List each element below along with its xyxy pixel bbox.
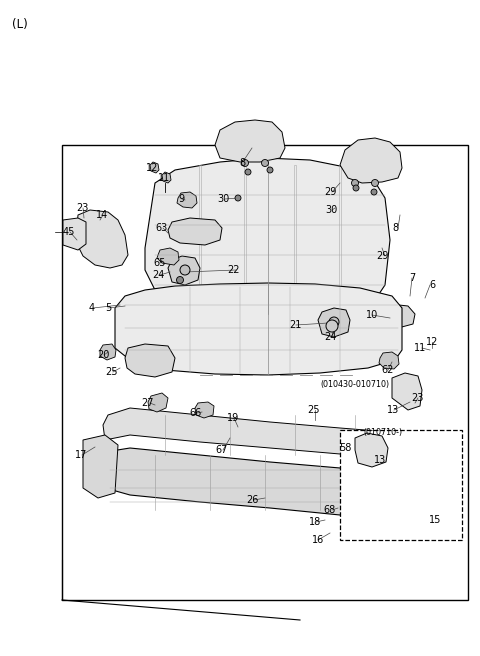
Circle shape — [180, 265, 190, 275]
Circle shape — [241, 159, 249, 167]
Text: 25: 25 — [106, 367, 118, 377]
Polygon shape — [150, 162, 159, 173]
Text: 12: 12 — [426, 337, 438, 347]
Circle shape — [353, 185, 359, 191]
Text: 14: 14 — [96, 210, 108, 220]
Text: 24: 24 — [324, 332, 336, 342]
Polygon shape — [125, 344, 175, 377]
Polygon shape — [354, 497, 394, 535]
Text: 15: 15 — [429, 515, 441, 525]
Text: 13: 13 — [374, 455, 386, 465]
Text: 25: 25 — [308, 405, 320, 415]
Circle shape — [245, 169, 251, 175]
Polygon shape — [100, 344, 116, 360]
Circle shape — [267, 167, 273, 173]
Text: 66: 66 — [190, 408, 202, 418]
Text: 65: 65 — [154, 258, 166, 268]
Text: 23: 23 — [411, 393, 423, 403]
Text: 13: 13 — [387, 405, 399, 415]
Text: 11: 11 — [158, 173, 170, 183]
Polygon shape — [318, 308, 350, 337]
Polygon shape — [379, 352, 399, 369]
Circle shape — [371, 189, 377, 195]
Text: 29: 29 — [376, 251, 388, 261]
Circle shape — [177, 276, 183, 283]
Polygon shape — [177, 192, 197, 208]
Polygon shape — [168, 256, 200, 285]
Text: (010430-010710): (010430-010710) — [321, 380, 390, 390]
Text: 12: 12 — [146, 163, 158, 173]
Text: (L): (L) — [12, 18, 28, 31]
Text: 11: 11 — [414, 343, 426, 353]
Polygon shape — [368, 304, 415, 328]
Polygon shape — [63, 218, 86, 250]
Circle shape — [235, 195, 241, 201]
Polygon shape — [148, 393, 168, 412]
Text: 18: 18 — [309, 517, 321, 527]
Text: 67: 67 — [216, 445, 228, 455]
Bar — [62, 145, 468, 600]
Text: 27: 27 — [142, 398, 154, 408]
Circle shape — [351, 180, 359, 186]
Text: 5: 5 — [105, 303, 111, 313]
Polygon shape — [157, 248, 179, 265]
Text: 19: 19 — [227, 413, 239, 423]
Bar — [340, 430, 462, 540]
Text: 30: 30 — [325, 205, 337, 215]
Polygon shape — [76, 210, 128, 268]
Polygon shape — [215, 120, 285, 162]
Polygon shape — [162, 172, 171, 183]
Text: 29: 29 — [324, 187, 336, 197]
Text: 8: 8 — [392, 223, 398, 233]
Circle shape — [329, 317, 339, 327]
Text: 20: 20 — [97, 350, 109, 360]
Polygon shape — [355, 433, 388, 467]
Text: 24: 24 — [152, 270, 164, 280]
Text: 6: 6 — [429, 280, 435, 290]
Text: 16: 16 — [312, 535, 324, 545]
Text: 17: 17 — [75, 450, 87, 460]
Text: 63: 63 — [156, 223, 168, 233]
Polygon shape — [100, 448, 392, 518]
Text: 8: 8 — [239, 158, 245, 168]
Polygon shape — [145, 158, 390, 314]
Polygon shape — [83, 435, 118, 498]
Polygon shape — [103, 408, 398, 458]
Text: 22: 22 — [228, 265, 240, 275]
Text: 9: 9 — [178, 194, 184, 204]
Text: 45: 45 — [63, 227, 75, 237]
Text: 23: 23 — [76, 203, 88, 213]
Text: 4: 4 — [89, 303, 95, 313]
Text: 68: 68 — [324, 505, 336, 515]
Text: 7: 7 — [409, 273, 415, 283]
Text: 62: 62 — [382, 365, 394, 375]
Circle shape — [372, 180, 379, 186]
Polygon shape — [392, 373, 422, 410]
Text: 21: 21 — [289, 320, 301, 330]
Text: 10: 10 — [366, 310, 378, 320]
Circle shape — [262, 159, 268, 167]
Text: 26: 26 — [246, 495, 258, 505]
Polygon shape — [115, 283, 402, 375]
Text: 58: 58 — [339, 443, 351, 453]
Circle shape — [326, 320, 338, 332]
Text: 30: 30 — [217, 194, 229, 204]
Text: (010710-): (010710-) — [363, 428, 403, 438]
Polygon shape — [340, 138, 402, 183]
Polygon shape — [168, 218, 222, 245]
Polygon shape — [195, 402, 214, 418]
